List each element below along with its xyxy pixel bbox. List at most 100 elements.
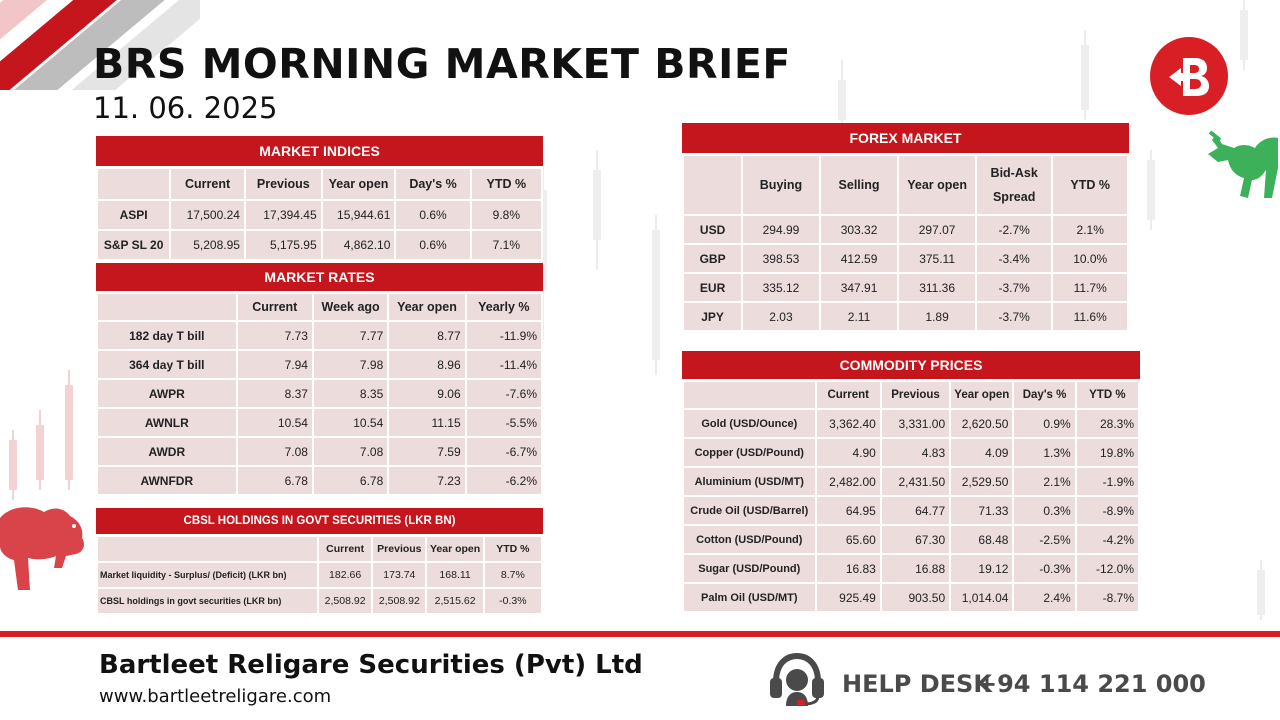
table-cell: 28.3% bbox=[1076, 410, 1138, 437]
table-cell: 2.4% bbox=[1014, 584, 1075, 611]
table-cell: 297.07 bbox=[899, 216, 975, 243]
website-link[interactable]: www.bartleetreligare.com bbox=[99, 686, 332, 707]
bull-icon bbox=[1200, 118, 1280, 208]
help-desk-phone[interactable]: +94 114 221 000 bbox=[977, 670, 1206, 698]
table-cell: 5,175.95 bbox=[245, 231, 321, 259]
table-cell: -8.9% bbox=[1076, 497, 1138, 524]
table-cell: 168.11 bbox=[427, 563, 483, 587]
column-header: Previous bbox=[245, 169, 321, 199]
table-cell: 375.11 bbox=[899, 245, 975, 272]
footer-divider bbox=[0, 631, 1280, 637]
column-header bbox=[98, 169, 170, 199]
column-header: Current bbox=[171, 169, 244, 199]
table-cell: 2,508.92 bbox=[373, 589, 426, 613]
table-cell: 7.77 bbox=[313, 322, 388, 349]
table-row: 182 day T bill 7.73 7.77 8.77 -11.9% bbox=[98, 322, 541, 349]
table-row: AWNLR 10.54 10.54 11.15 -5.5% bbox=[98, 409, 541, 436]
table-cell: 7.23 bbox=[389, 467, 465, 494]
table-cell: 2.11 bbox=[820, 303, 898, 330]
row-label: Palm Oil (USD/MT) bbox=[684, 584, 815, 611]
table-cell: 303.32 bbox=[820, 216, 898, 243]
table-row: Sugar (USD/Pound) 16.83 16.88 19.12 -0.3… bbox=[684, 555, 1138, 582]
table-cell: 8.7% bbox=[484, 563, 541, 587]
table-cell: 2,482.00 bbox=[816, 468, 880, 495]
row-label: Sugar (USD/Pound) bbox=[684, 555, 815, 582]
column-header: YTD % bbox=[484, 537, 541, 561]
table-cell: 65.60 bbox=[816, 526, 880, 553]
commodity-prices-table: Current Previous Year open Day's % YTD %… bbox=[682, 380, 1140, 613]
table-cell: 925.49 bbox=[816, 584, 880, 611]
table-cell: -0.3% bbox=[484, 589, 541, 613]
commodity-prices-panel: COMMODITY PRICES Current Previous Year o… bbox=[682, 351, 1140, 613]
table-cell: 64.95 bbox=[816, 497, 880, 524]
headset-icon bbox=[766, 652, 828, 708]
row-label: S&P SL 20 bbox=[98, 231, 170, 259]
table-cell: 8.37 bbox=[237, 380, 312, 407]
table-cell: 4,862.10 bbox=[322, 231, 395, 259]
table-cell: 3,331.00 bbox=[881, 410, 950, 437]
table-row: JPY 2.03 2.11 1.89 -3.7% 11.6% bbox=[684, 303, 1127, 330]
column-header: YTD % bbox=[471, 169, 541, 199]
table-cell: 335.12 bbox=[743, 274, 819, 301]
table-row: Cotton (USD/Pound) 65.60 67.30 68.48 -2.… bbox=[684, 526, 1138, 553]
table-cell: 4.09 bbox=[951, 439, 1013, 466]
market-rates-panel: MARKET RATES Current Week ago Year open … bbox=[96, 263, 543, 496]
table-row: Aluminium (USD/MT) 2,482.00 2,431.50 2,5… bbox=[684, 468, 1138, 495]
table-cell: -3.4% bbox=[976, 245, 1052, 272]
market-indices-title: MARKET INDICES bbox=[96, 136, 543, 166]
table-cell: -6.2% bbox=[466, 467, 541, 494]
table-cell: 7.1% bbox=[471, 231, 541, 259]
column-header: Year open bbox=[427, 537, 483, 561]
row-label: AWPR bbox=[98, 380, 236, 407]
table-cell: 8.77 bbox=[389, 322, 465, 349]
row-label: Cotton (USD/Pound) bbox=[684, 526, 815, 553]
table-cell: -3.7% bbox=[976, 274, 1052, 301]
column-header bbox=[684, 382, 815, 408]
table-row: Crude Oil (USD/Barrel) 64.95 64.77 71.33… bbox=[684, 497, 1138, 524]
table-cell: -3.7% bbox=[976, 303, 1052, 330]
table-cell: 2,529.50 bbox=[951, 468, 1013, 495]
row-label: USD bbox=[684, 216, 742, 243]
column-header: Yearly % bbox=[466, 294, 541, 320]
help-desk-label: HELP DESK bbox=[842, 670, 992, 698]
table-row: Market liquidity - Surplus/ (Deficit) (L… bbox=[98, 563, 541, 587]
table-cell: -1.9% bbox=[1076, 468, 1138, 495]
column-header: Year open bbox=[389, 294, 465, 320]
table-row: CBSL holdings in govt securities (LKR bn… bbox=[98, 589, 541, 613]
table-row: AWPR 8.37 8.35 9.06 -7.6% bbox=[98, 380, 541, 407]
table-cell: -5.5% bbox=[466, 409, 541, 436]
table-row: EUR 335.12 347.91 311.36 -3.7% 11.7% bbox=[684, 274, 1127, 301]
column-header: Current bbox=[319, 537, 372, 561]
table-cell: 2,508.92 bbox=[319, 589, 372, 613]
table-cell: 19.8% bbox=[1076, 439, 1138, 466]
row-label: Crude Oil (USD/Barrel) bbox=[684, 497, 815, 524]
cbsl-holdings-table: Current Previous Year open YTD % Market … bbox=[96, 535, 543, 615]
row-label: Gold (USD/Ounce) bbox=[684, 410, 815, 437]
table-cell: -8.7% bbox=[1076, 584, 1138, 611]
table-row: AWDR 7.08 7.08 7.59 -6.7% bbox=[98, 438, 541, 465]
row-label: GBP bbox=[684, 245, 742, 272]
table-cell: 903.50 bbox=[881, 584, 950, 611]
row-label: Market liquidity - Surplus/ (Deficit) (L… bbox=[98, 563, 317, 587]
table-cell: 2,515.62 bbox=[427, 589, 483, 613]
table-row: GBP 398.53 412.59 375.11 -3.4% 10.0% bbox=[684, 245, 1127, 272]
table-cell: 7.08 bbox=[237, 438, 312, 465]
table-cell: 15,944.61 bbox=[322, 201, 395, 229]
market-indices-panel: MARKET INDICES Current Previous Year ope… bbox=[96, 136, 543, 261]
table-cell: 8.96 bbox=[389, 351, 465, 378]
table-cell: 17,500.24 bbox=[171, 201, 244, 229]
page-title: BRS MORNING MARKET BRIEF bbox=[93, 40, 791, 88]
table-cell: 0.6% bbox=[396, 231, 470, 259]
table-row: Gold (USD/Ounce) 3,362.40 3,331.00 2,620… bbox=[684, 410, 1138, 437]
table-cell: 182.66 bbox=[319, 563, 372, 587]
table-cell: 0.3% bbox=[1014, 497, 1075, 524]
column-header: Selling bbox=[820, 156, 898, 214]
table-cell: 11.6% bbox=[1053, 303, 1127, 330]
table-cell: 17,394.45 bbox=[245, 201, 321, 229]
table-row: 364 day T bill 7.94 7.98 8.96 -11.4% bbox=[98, 351, 541, 378]
column-header: Week ago bbox=[313, 294, 388, 320]
column-header: Day's % bbox=[396, 169, 470, 199]
table-cell: 0.9% bbox=[1014, 410, 1075, 437]
table-row: ASPI 17,500.24 17,394.45 15,944.61 0.6% … bbox=[98, 201, 541, 229]
report-date: 11. 06. 2025 bbox=[93, 91, 278, 125]
